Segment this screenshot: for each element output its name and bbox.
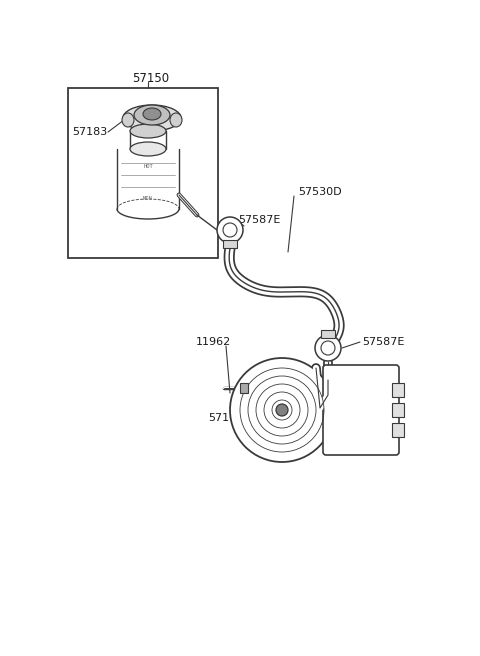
Bar <box>68 88 218 258</box>
Circle shape <box>223 223 237 237</box>
Bar <box>392 423 404 437</box>
Ellipse shape <box>130 142 166 156</box>
Ellipse shape <box>130 124 166 138</box>
Text: 57150: 57150 <box>132 72 169 85</box>
Circle shape <box>315 335 341 361</box>
Bar <box>240 383 248 393</box>
Circle shape <box>321 341 335 355</box>
Text: 11962: 11962 <box>196 337 231 347</box>
Text: 57100: 57100 <box>208 413 243 423</box>
Bar <box>392 403 404 417</box>
Bar <box>392 383 404 397</box>
Bar <box>223 240 237 248</box>
Circle shape <box>217 217 243 243</box>
Bar <box>321 330 335 338</box>
Ellipse shape <box>123 105 181 131</box>
Text: HOT: HOT <box>143 165 153 169</box>
Text: 57587E: 57587E <box>362 337 404 347</box>
Ellipse shape <box>143 108 161 120</box>
Ellipse shape <box>122 113 134 127</box>
Circle shape <box>276 404 288 416</box>
Circle shape <box>230 358 334 462</box>
Text: 57587E: 57587E <box>238 215 280 225</box>
Ellipse shape <box>170 113 182 127</box>
Text: 57183: 57183 <box>72 127 107 137</box>
FancyBboxPatch shape <box>323 365 399 455</box>
Ellipse shape <box>134 105 170 125</box>
Text: MIN: MIN <box>143 197 153 201</box>
Text: 57530D: 57530D <box>298 187 342 197</box>
